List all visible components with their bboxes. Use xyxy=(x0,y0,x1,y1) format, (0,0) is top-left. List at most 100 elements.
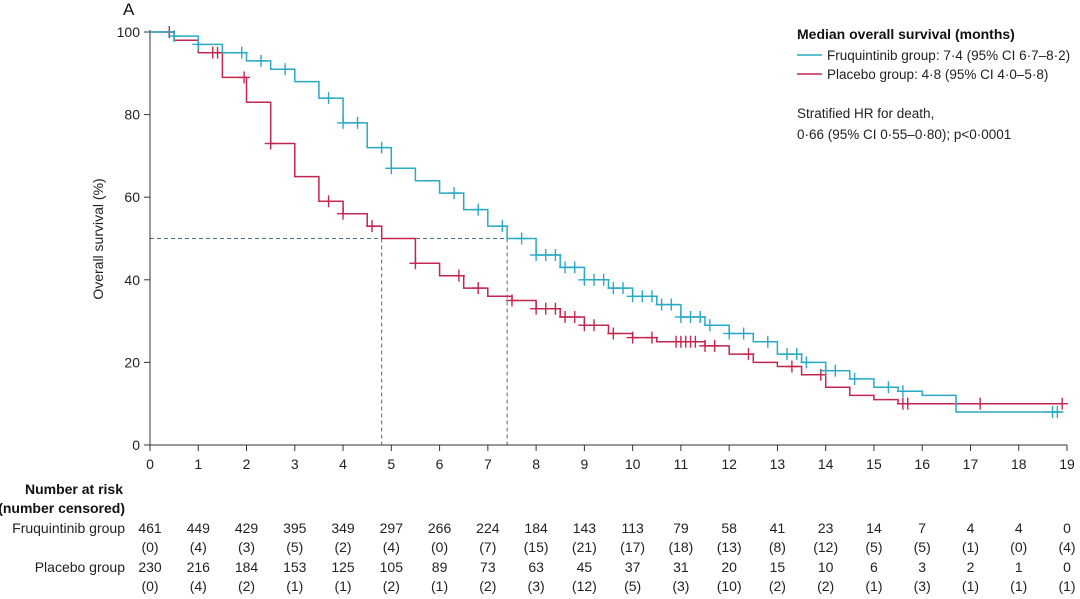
risk-at-risk-value: 4 xyxy=(1015,520,1023,536)
risk-censored-value: (4) xyxy=(1058,539,1075,555)
risk-at-risk-value: 395 xyxy=(283,520,307,536)
risk-censored-value: (2) xyxy=(383,578,400,594)
x-tick-label: 3 xyxy=(291,456,299,472)
risk-censored-value: (2) xyxy=(817,578,834,594)
km-curve-placebo xyxy=(150,31,1063,405)
risk-at-risk-value: 0 xyxy=(1063,520,1071,536)
risk-censored-value: (1) xyxy=(1058,578,1075,594)
x-tick-label: 19 xyxy=(1059,456,1075,472)
y-tick-label: 60 xyxy=(124,189,140,205)
panel-label: A xyxy=(123,0,135,19)
y-tick-label: 100 xyxy=(117,24,141,40)
x-tick-label: 5 xyxy=(387,456,395,472)
legend-entry-fruquintinib: Fruquintinib group: 7·4 (95% CI 6·7–8·2) xyxy=(827,48,1070,63)
risk-censored-value: (12) xyxy=(813,539,838,555)
risk-at-risk-value: 58 xyxy=(721,520,737,536)
x-tick-label: 12 xyxy=(721,456,737,472)
risk-at-risk-value: 184 xyxy=(524,520,548,536)
risk-censored-value: (5) xyxy=(914,539,931,555)
legend: Median overall survival (months) Fruquin… xyxy=(797,26,1070,142)
risk-at-risk-value: 79 xyxy=(673,520,689,536)
x-tick-label: 6 xyxy=(436,456,444,472)
risk-at-risk-value: 31 xyxy=(673,559,689,575)
risk-at-risk-value: 20 xyxy=(721,559,737,575)
risk-censored-value: (4) xyxy=(383,539,400,555)
risk-censored-value: (15) xyxy=(524,539,549,555)
risk-censored-value: (1) xyxy=(962,539,979,555)
risk-at-risk-value: 6 xyxy=(870,559,878,575)
y-tick-label: 20 xyxy=(124,354,140,370)
risk-censored-value: (3) xyxy=(914,578,931,594)
risk-at-risk-value: 10 xyxy=(818,559,834,575)
risk-censored-value: (21) xyxy=(572,539,597,555)
x-tick-label: 17 xyxy=(963,456,979,472)
risk-censored-value: (4) xyxy=(190,578,207,594)
risk-censored-value: (5) xyxy=(286,539,303,555)
risk-censored-value: (10) xyxy=(717,578,742,594)
risk-censored-value: (3) xyxy=(672,578,689,594)
risk-at-risk-value: 184 xyxy=(235,559,259,575)
risk-row-label-fruquintinib: Fruquintinib group xyxy=(12,520,125,536)
risk-at-risk-value: 0 xyxy=(1063,559,1071,575)
risk-at-risk-value: 3 xyxy=(918,559,926,575)
x-tick-label: 10 xyxy=(625,456,641,472)
x-tick-label: 16 xyxy=(914,456,930,472)
legend-entry-placebo: Placebo group: 4·8 (95% CI 4·0–5·8) xyxy=(827,67,1048,82)
y-tick-label: 40 xyxy=(124,272,140,288)
risk-at-risk-value: 349 xyxy=(331,520,355,536)
risk-at-risk-value: 125 xyxy=(331,559,355,575)
x-tick-label: 8 xyxy=(532,456,540,472)
risk-at-risk-value: 429 xyxy=(235,520,259,536)
risk-at-risk-value: 23 xyxy=(818,520,834,536)
legend-title: Median overall survival (months) xyxy=(797,26,1015,42)
risk-at-risk-value: 105 xyxy=(380,559,404,575)
risk-at-risk-value: 7 xyxy=(918,520,926,536)
risk-censored-value: (1) xyxy=(431,578,448,594)
x-tick-label: 13 xyxy=(770,456,786,472)
risk-censored-value: (1) xyxy=(334,578,351,594)
risk-censored-value: (4) xyxy=(190,539,207,555)
risk-at-risk-value: 216 xyxy=(187,559,211,575)
risk-at-risk-value: 153 xyxy=(283,559,307,575)
risk-at-risk-value: 41 xyxy=(770,520,786,536)
risk-table-header: Number at risk xyxy=(25,481,123,497)
x-tick-label: 14 xyxy=(818,456,834,472)
risk-at-risk-value: 143 xyxy=(573,520,597,536)
risk-at-risk-value: 63 xyxy=(528,559,544,575)
risk-censored-value: (0) xyxy=(141,578,158,594)
risk-censored-value: (3) xyxy=(238,539,255,555)
x-tick-label: 18 xyxy=(1011,456,1027,472)
risk-censored-value: (2) xyxy=(238,578,255,594)
risk-censored-value: (5) xyxy=(865,539,882,555)
risk-censored-value: (1) xyxy=(1010,578,1027,594)
risk-censored-value: (12) xyxy=(572,578,597,594)
risk-censored-value: (8) xyxy=(769,539,786,555)
x-tick-label: 11 xyxy=(674,456,689,472)
risk-censored-value: (5) xyxy=(624,578,641,594)
y-tick-label: 0 xyxy=(132,437,140,453)
risk-table-subheader: (number censored) xyxy=(0,500,125,516)
x-tick-label: 0 xyxy=(146,456,154,472)
risk-censored-value: (1) xyxy=(865,578,882,594)
risk-censored-value: (7) xyxy=(479,539,496,555)
x-tick-label: 9 xyxy=(580,456,588,472)
risk-censored-value: (0) xyxy=(1010,539,1027,555)
risk-row-label-placebo: Placebo group xyxy=(35,559,126,575)
x-tick-label: 1 xyxy=(194,456,202,472)
risk-at-risk-value: 4 xyxy=(967,520,975,536)
risk-at-risk-value: 73 xyxy=(480,559,496,575)
risk-table: Number at risk (number censored) Fruquin… xyxy=(0,481,1076,594)
x-tick-label: 4 xyxy=(339,456,347,472)
survival-curves xyxy=(150,26,1069,418)
risk-censored-value: (3) xyxy=(528,578,545,594)
hr-annotation-line2: 0·66 (95% CI 0·55–0·80); p<0·0001 xyxy=(797,127,1011,142)
x-tick-label: 7 xyxy=(484,456,492,472)
risk-censored-value: (18) xyxy=(668,539,693,555)
risk-at-risk-value: 45 xyxy=(577,559,593,575)
risk-at-risk-value: 266 xyxy=(428,520,452,536)
risk-censored-value: (17) xyxy=(620,539,645,555)
risk-at-risk-value: 2 xyxy=(967,559,975,575)
risk-at-risk-value: 230 xyxy=(138,559,162,575)
